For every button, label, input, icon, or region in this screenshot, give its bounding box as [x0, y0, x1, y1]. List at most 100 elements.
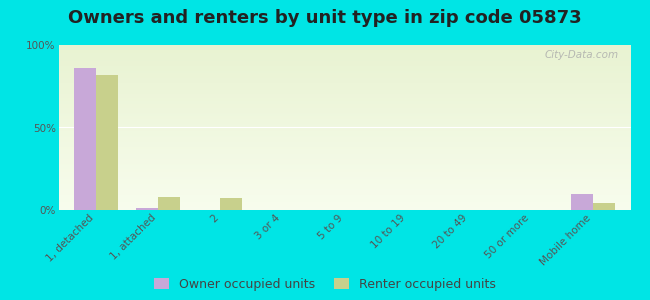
Bar — [58, 159, 630, 160]
Bar — [58, 154, 630, 155]
Bar — [58, 169, 630, 170]
Bar — [58, 185, 630, 187]
Bar — [58, 65, 630, 66]
Bar — [58, 124, 630, 126]
Bar — [58, 50, 630, 52]
Bar — [58, 142, 630, 144]
Bar — [58, 112, 630, 114]
Bar — [58, 162, 630, 164]
Bar — [58, 141, 630, 142]
Bar — [58, 61, 630, 63]
Bar — [58, 45, 630, 46]
Bar — [58, 106, 630, 108]
Bar — [58, 66, 630, 68]
Bar — [58, 184, 630, 185]
Bar — [58, 48, 630, 50]
Bar — [58, 76, 630, 78]
Bar — [58, 180, 630, 182]
Bar — [58, 114, 630, 116]
Bar — [58, 73, 630, 75]
Bar — [58, 192, 630, 194]
Bar — [58, 149, 630, 151]
Bar — [58, 134, 630, 136]
Bar — [58, 205, 630, 207]
Bar — [58, 155, 630, 157]
Bar — [58, 99, 630, 101]
Bar — [58, 187, 630, 188]
Bar — [58, 58, 630, 60]
Bar — [58, 208, 630, 210]
Bar — [58, 55, 630, 56]
Bar — [58, 70, 630, 71]
Legend: Owner occupied units, Renter occupied units: Owner occupied units, Renter occupied un… — [154, 278, 496, 291]
Bar — [58, 202, 630, 203]
Bar — [58, 68, 630, 70]
Bar — [58, 53, 630, 55]
Bar — [571, 194, 593, 210]
Bar — [58, 177, 630, 178]
Bar — [593, 203, 615, 210]
Bar — [58, 144, 630, 146]
Bar — [58, 122, 630, 124]
Bar — [58, 160, 630, 162]
Bar — [58, 197, 630, 199]
Bar — [58, 170, 630, 172]
Bar — [58, 88, 630, 89]
Bar — [58, 164, 630, 165]
Bar — [58, 152, 630, 154]
Bar — [58, 129, 630, 131]
Bar — [58, 203, 630, 205]
Bar — [58, 199, 630, 200]
Bar — [58, 96, 630, 98]
Bar — [58, 172, 630, 174]
Bar — [58, 126, 630, 128]
Bar — [58, 109, 630, 111]
Bar — [58, 89, 630, 91]
Bar — [58, 56, 630, 58]
Bar — [58, 178, 630, 180]
Bar — [58, 85, 630, 86]
Bar — [58, 108, 630, 109]
Bar — [58, 78, 630, 80]
Bar — [58, 190, 630, 192]
Bar — [58, 174, 630, 175]
Bar — [58, 94, 630, 96]
Bar — [58, 195, 630, 197]
Bar — [96, 75, 118, 210]
Bar — [58, 104, 630, 106]
Bar — [58, 165, 630, 167]
Text: Owners and renters by unit type in zip code 05873: Owners and renters by unit type in zip c… — [68, 9, 582, 27]
Bar — [58, 119, 630, 121]
Bar — [58, 139, 630, 141]
Bar — [136, 208, 158, 210]
Bar — [58, 121, 630, 122]
Bar — [58, 103, 630, 104]
Bar — [58, 116, 630, 118]
Bar — [58, 71, 630, 73]
Bar — [220, 199, 242, 210]
Bar — [58, 63, 630, 65]
Bar — [58, 118, 630, 119]
Bar — [58, 207, 630, 208]
Bar — [58, 188, 630, 190]
Bar — [58, 151, 630, 152]
Bar — [58, 146, 630, 147]
Bar — [58, 137, 630, 139]
Bar — [58, 83, 630, 85]
Bar — [58, 98, 630, 99]
Bar — [58, 200, 630, 202]
Bar — [58, 60, 630, 61]
Bar — [58, 131, 630, 132]
Bar — [58, 101, 630, 103]
Bar — [58, 132, 630, 134]
Bar — [58, 182, 630, 184]
Bar — [58, 86, 630, 88]
Bar — [58, 80, 630, 81]
Bar — [58, 175, 630, 177]
Bar — [58, 194, 630, 195]
Bar — [58, 167, 630, 169]
Bar — [58, 157, 630, 159]
Bar — [74, 68, 96, 210]
Bar — [58, 136, 630, 137]
Bar — [58, 111, 630, 112]
